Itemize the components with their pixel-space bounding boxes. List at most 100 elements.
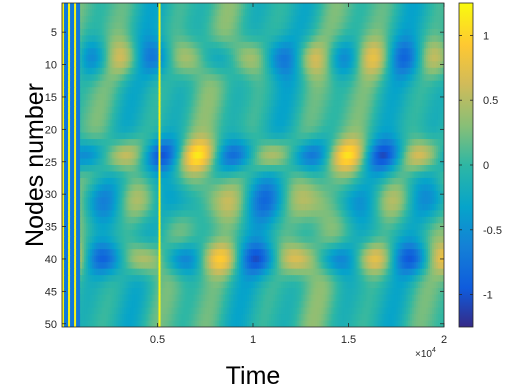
heatmap-cell: [110, 22, 113, 30]
heatmap-cell: [136, 80, 139, 88]
heatmap-cell: [411, 119, 415, 127]
heatmap-cell: [100, 3, 103, 11]
heatmap-cell: [365, 35, 369, 43]
heatmap-cell: [242, 28, 246, 36]
heatmap-cell: [347, 87, 351, 95]
heatmap-cell: [76, 3, 79, 11]
heatmap-cell: [190, 158, 194, 166]
heatmap-cell: [281, 113, 284, 121]
heatmap-cell: [136, 158, 139, 166]
heatmap-cell: [126, 54, 129, 62]
heatmap-cell: [437, 3, 441, 11]
heatmap-cell: [164, 9, 168, 17]
heatmap-cell: [315, 100, 318, 108]
heatmap-cell: [313, 35, 316, 43]
heatmap-cell: [281, 152, 284, 160]
heatmap-cell: [214, 100, 218, 108]
heatmap-cell: [267, 61, 270, 69]
heatmap-cell: [110, 165, 113, 173]
heatmap-cell: [425, 35, 429, 43]
heatmap-cell: [311, 54, 314, 62]
heatmap-cell: [267, 80, 270, 88]
heatmap-cell: [124, 93, 127, 101]
heatmap-cell: [210, 41, 214, 49]
heatmap-cell: [269, 100, 272, 108]
heatmap-cell: [351, 106, 355, 114]
heatmap-cell: [361, 100, 365, 108]
heatmap-cell: [84, 145, 87, 153]
heatmap-cell: [172, 165, 176, 173]
heatmap-cell: [421, 48, 425, 56]
heatmap-cell: [407, 119, 411, 127]
heatmap-cell: [160, 132, 164, 140]
heatmap-cell: [78, 93, 81, 101]
heatmap-cell: [110, 15, 113, 24]
heatmap-cell: [259, 28, 262, 36]
heatmap-cell: [395, 22, 399, 30]
heatmap-cell: [269, 3, 272, 11]
heatmap-cell: [311, 80, 314, 88]
heatmap-cell: [321, 165, 324, 173]
heatmap-cell: [226, 61, 230, 69]
heatmap-cell: [311, 35, 314, 43]
heatmap-cell: [357, 80, 361, 88]
heatmap-cell: [301, 139, 304, 147]
heatmap-cell: [228, 126, 232, 134]
heatmap-cell: [250, 152, 254, 160]
heatmap-cell: [309, 54, 312, 62]
heatmap-cell: [435, 9, 439, 17]
heatmap-cell: [76, 87, 79, 95]
heatmap-cell: [327, 48, 330, 56]
heatmap-cell: [289, 145, 292, 153]
heatmap-cell: [240, 106, 244, 114]
heatmap-cell: [206, 35, 210, 43]
heatmap-cell: [222, 152, 226, 160]
heatmap-cell: [323, 54, 326, 62]
heatmap-cell: [94, 119, 97, 127]
heatmap-cell: [82, 67, 85, 75]
heatmap-cell: [106, 54, 109, 62]
heatmap-cell: [297, 74, 300, 82]
heatmap-cell: [148, 22, 152, 30]
heatmap-cell: [214, 9, 218, 17]
heatmap-cell: [317, 106, 320, 114]
heatmap-cell: [439, 3, 443, 11]
heatmap-cell: [242, 152, 246, 160]
heatmap-cell: [369, 158, 373, 166]
heatmap-cell: [228, 48, 232, 56]
heatmap-cell: [323, 9, 326, 17]
heatmap-cell: [202, 93, 206, 101]
heatmap-cell: [335, 3, 339, 11]
heatmap-cell: [138, 67, 142, 75]
heatmap-cell: [238, 113, 242, 121]
heatmap-cell: [309, 100, 312, 108]
heatmap-cell: [122, 165, 125, 173]
heatmap-cell: [110, 132, 113, 140]
heatmap-cell: [271, 152, 274, 160]
heatmap-cell: [90, 22, 93, 30]
heatmap-cell: [427, 48, 431, 56]
heatmap-cell: [98, 87, 101, 95]
heatmap-cell: [220, 126, 224, 134]
heatmap-cell: [293, 165, 296, 173]
heatmap-cell: [289, 139, 292, 147]
heatmap-cell: [255, 132, 258, 140]
heatmap-cell: [419, 41, 423, 49]
heatmap-cell: [349, 145, 353, 153]
heatmap-cell: [399, 22, 403, 30]
heatmap-cell: [126, 100, 129, 108]
heatmap-cell: [403, 93, 407, 101]
heatmap-cell: [427, 61, 431, 69]
heatmap-cell: [240, 41, 244, 49]
heatmap-cell: [355, 152, 359, 160]
heatmap-cell: [94, 80, 97, 88]
heatmap-cell: [291, 54, 294, 62]
heatmap-cell: [271, 119, 274, 127]
heatmap-cell: [208, 67, 212, 75]
heatmap-cell: [333, 9, 337, 17]
heatmap-cell: [283, 119, 286, 127]
heatmap-cell: [110, 126, 113, 134]
heatmap-cell: [120, 74, 123, 82]
heatmap-cell: [122, 93, 125, 101]
heatmap-cell: [391, 35, 395, 43]
